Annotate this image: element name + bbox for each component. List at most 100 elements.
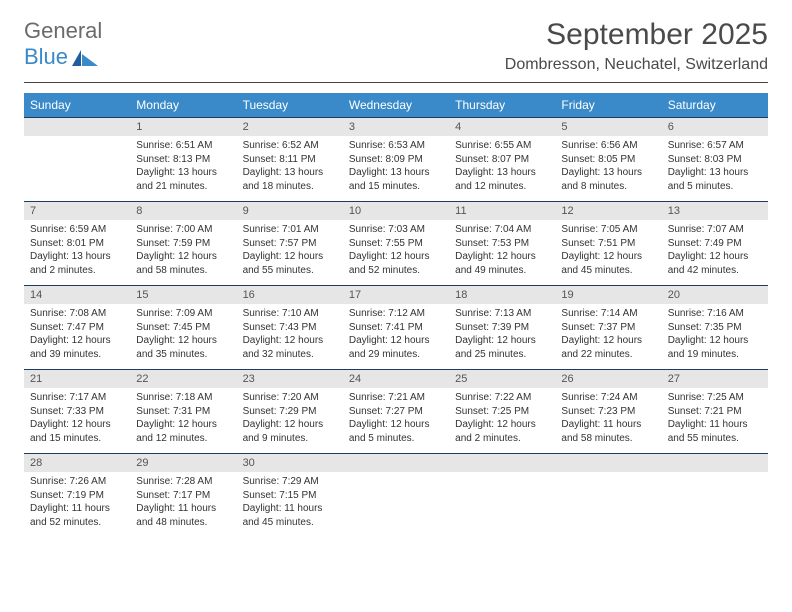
day-cell: Sunrise: 7:26 AMSunset: 7:19 PMDaylight:…	[24, 472, 130, 537]
day-cell: Sunrise: 7:09 AMSunset: 7:45 PMDaylight:…	[130, 304, 236, 369]
dow-cell: Tuesday	[237, 93, 343, 117]
day-line: Daylight: 13 hours	[136, 166, 230, 180]
daynum-cell	[449, 454, 555, 472]
day-line: Daylight: 11 hours	[136, 502, 230, 516]
day-of-week-header: SundayMondayTuesdayWednesdayThursdayFrid…	[24, 93, 768, 117]
day-line: Sunset: 8:07 PM	[455, 153, 549, 167]
daynum-cell: 16	[237, 286, 343, 304]
daynum-cell: 11	[449, 202, 555, 220]
day-line: Sunrise: 7:04 AM	[455, 223, 549, 237]
day-cell: Sunrise: 7:22 AMSunset: 7:25 PMDaylight:…	[449, 388, 555, 453]
logo: General Blue	[24, 18, 102, 70]
daybody-row: Sunrise: 7:08 AMSunset: 7:47 PMDaylight:…	[24, 304, 768, 369]
day-line: Sunrise: 7:12 AM	[349, 307, 443, 321]
day-cell: Sunrise: 7:24 AMSunset: 7:23 PMDaylight:…	[555, 388, 661, 453]
logo-part2: Blue	[24, 44, 68, 70]
day-line: Sunset: 7:57 PM	[243, 237, 337, 251]
dow-cell: Monday	[130, 93, 236, 117]
daynum-cell: 12	[555, 202, 661, 220]
daynum-cell: 28	[24, 454, 130, 472]
day-line: Sunrise: 7:03 AM	[349, 223, 443, 237]
day-line: Daylight: 13 hours	[30, 250, 124, 264]
daynum-cell	[662, 454, 768, 472]
dow-cell: Wednesday	[343, 93, 449, 117]
day-line: and 12 minutes.	[136, 432, 230, 446]
day-line: Daylight: 12 hours	[349, 250, 443, 264]
day-line: and 5 minutes.	[668, 180, 762, 194]
day-line: Sunset: 7:33 PM	[30, 405, 124, 419]
day-line: Sunrise: 7:09 AM	[136, 307, 230, 321]
day-cell: Sunrise: 7:29 AMSunset: 7:15 PMDaylight:…	[237, 472, 343, 537]
daynum-cell: 13	[662, 202, 768, 220]
daynum-cell: 22	[130, 370, 236, 388]
day-line: and 52 minutes.	[349, 264, 443, 278]
daynum-cell: 18	[449, 286, 555, 304]
dow-cell: Saturday	[662, 93, 768, 117]
daynum-cell: 3	[343, 118, 449, 136]
day-line: Daylight: 12 hours	[136, 418, 230, 432]
day-line: Daylight: 13 hours	[668, 166, 762, 180]
day-line: Daylight: 12 hours	[668, 334, 762, 348]
day-line: Sunrise: 6:53 AM	[349, 139, 443, 153]
daynum-band: 14151617181920	[24, 285, 768, 304]
day-cell	[24, 136, 130, 201]
day-cell	[555, 472, 661, 537]
day-line: Daylight: 12 hours	[30, 418, 124, 432]
day-line: Sunrise: 7:18 AM	[136, 391, 230, 405]
day-line: and 5 minutes.	[349, 432, 443, 446]
day-line: Sunrise: 7:24 AM	[561, 391, 655, 405]
day-line: and 15 minutes.	[349, 180, 443, 194]
daynum-cell: 10	[343, 202, 449, 220]
day-line: Sunrise: 6:51 AM	[136, 139, 230, 153]
day-cell: Sunrise: 6:53 AMSunset: 8:09 PMDaylight:…	[343, 136, 449, 201]
day-line: Daylight: 11 hours	[243, 502, 337, 516]
day-cell: Sunrise: 7:07 AMSunset: 7:49 PMDaylight:…	[662, 220, 768, 285]
daynum-cell: 14	[24, 286, 130, 304]
day-line: Sunset: 7:53 PM	[455, 237, 549, 251]
day-line: Sunrise: 7:05 AM	[561, 223, 655, 237]
day-cell: Sunrise: 7:00 AMSunset: 7:59 PMDaylight:…	[130, 220, 236, 285]
dow-cell: Thursday	[449, 93, 555, 117]
logo-part1: General	[24, 18, 102, 43]
daynum-band: 21222324252627	[24, 369, 768, 388]
logo-flag-icon	[72, 50, 98, 66]
day-cell: Sunrise: 7:04 AMSunset: 7:53 PMDaylight:…	[449, 220, 555, 285]
day-line: Daylight: 11 hours	[668, 418, 762, 432]
day-cell: Sunrise: 6:55 AMSunset: 8:07 PMDaylight:…	[449, 136, 555, 201]
day-line: Daylight: 13 hours	[349, 166, 443, 180]
day-line: Sunset: 7:43 PM	[243, 321, 337, 335]
day-line: Sunrise: 6:55 AM	[455, 139, 549, 153]
daynum-cell: 6	[662, 118, 768, 136]
day-cell: Sunrise: 7:13 AMSunset: 7:39 PMDaylight:…	[449, 304, 555, 369]
day-line: Sunset: 7:25 PM	[455, 405, 549, 419]
day-cell: Sunrise: 6:52 AMSunset: 8:11 PMDaylight:…	[237, 136, 343, 201]
daynum-cell: 20	[662, 286, 768, 304]
daynum-cell	[555, 454, 661, 472]
daybody-row: Sunrise: 7:17 AMSunset: 7:33 PMDaylight:…	[24, 388, 768, 453]
day-line: Sunset: 7:37 PM	[561, 321, 655, 335]
day-line: Sunset: 7:47 PM	[30, 321, 124, 335]
day-line: and 19 minutes.	[668, 348, 762, 362]
day-cell: Sunrise: 7:14 AMSunset: 7:37 PMDaylight:…	[555, 304, 661, 369]
day-line: Sunrise: 7:28 AM	[136, 475, 230, 489]
day-line: and 12 minutes.	[455, 180, 549, 194]
day-line: Daylight: 12 hours	[30, 334, 124, 348]
daynum-band: 78910111213	[24, 201, 768, 220]
day-line: and 32 minutes.	[243, 348, 337, 362]
daynum-cell	[24, 118, 130, 136]
day-line: Sunset: 7:21 PM	[668, 405, 762, 419]
day-cell: Sunrise: 7:25 AMSunset: 7:21 PMDaylight:…	[662, 388, 768, 453]
day-line: Sunrise: 7:29 AM	[243, 475, 337, 489]
day-line: Sunrise: 7:08 AM	[30, 307, 124, 321]
daynum-band: 282930	[24, 453, 768, 472]
daynum-cell: 29	[130, 454, 236, 472]
daynum-cell: 21	[24, 370, 130, 388]
day-line: Daylight: 12 hours	[561, 334, 655, 348]
daynum-cell	[343, 454, 449, 472]
day-cell: Sunrise: 7:18 AMSunset: 7:31 PMDaylight:…	[130, 388, 236, 453]
day-cell: Sunrise: 6:57 AMSunset: 8:03 PMDaylight:…	[662, 136, 768, 201]
daynum-cell: 2	[237, 118, 343, 136]
day-line: Sunset: 7:59 PM	[136, 237, 230, 251]
daynum-cell: 8	[130, 202, 236, 220]
day-cell: Sunrise: 7:16 AMSunset: 7:35 PMDaylight:…	[662, 304, 768, 369]
